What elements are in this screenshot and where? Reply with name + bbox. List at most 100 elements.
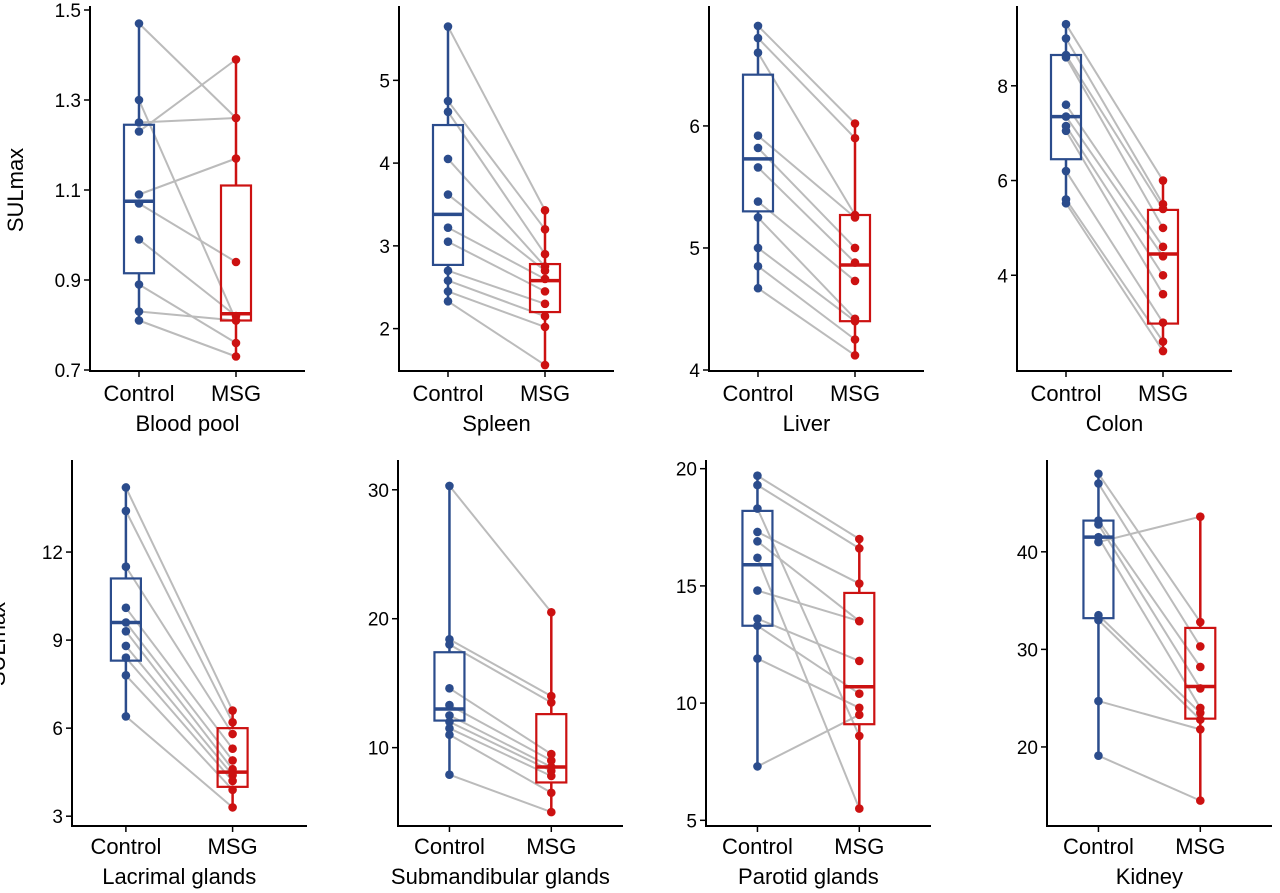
- point-msg: [547, 807, 556, 817]
- y-tick-label: 8: [997, 77, 1008, 98]
- y-tick-label: 5: [379, 71, 390, 92]
- pair-line: [125, 715, 234, 809]
- pair-line: [448, 714, 552, 768]
- point-msg: [855, 710, 864, 720]
- y-tick-label: 4: [689, 361, 700, 382]
- box-control: [431, 123, 465, 266]
- pair-line: [138, 283, 237, 344]
- pair-line: [1065, 130, 1164, 295]
- point-control: [753, 504, 762, 513]
- pair-line: [1065, 56, 1164, 229]
- point-control: [134, 190, 144, 199]
- point-control: [443, 22, 453, 31]
- point-msg: [1196, 796, 1205, 805]
- point-control: [445, 711, 454, 720]
- point-msg: [231, 154, 241, 163]
- pair-line: [138, 157, 237, 196]
- y-tick-label: 5: [689, 239, 700, 260]
- point-control: [445, 717, 454, 727]
- pair-line: [125, 645, 234, 776]
- pair-line: [449, 720, 552, 772]
- pair-line: [138, 117, 237, 124]
- category-label-msg: MSG: [526, 834, 576, 859]
- pair-line: [756, 624, 860, 695]
- point-msg: [1158, 346, 1168, 356]
- point-msg: [850, 351, 860, 360]
- point-control: [753, 21, 763, 31]
- pair-line: [1097, 523, 1202, 689]
- point-control: [753, 480, 762, 490]
- point-msg: [1196, 684, 1205, 693]
- point-control: [443, 276, 453, 285]
- pair-line: [1097, 482, 1202, 647]
- point-msg: [855, 656, 864, 666]
- pair-line: [447, 269, 546, 305]
- point-control: [753, 654, 762, 663]
- y-tick-label: 0.7: [55, 361, 81, 382]
- pair-line: [1065, 116, 1164, 257]
- y-tick-label: 30: [1017, 640, 1038, 661]
- point-msg: [231, 316, 241, 325]
- point-msg: [855, 689, 864, 699]
- pair-line: [448, 704, 552, 762]
- y-tick-label: 20: [368, 610, 389, 631]
- pair-line: [125, 510, 234, 723]
- pair-line: [756, 508, 861, 737]
- box-msg: [838, 213, 872, 323]
- point-control: [443, 287, 453, 296]
- point-control: [1094, 520, 1103, 529]
- point-msg: [540, 322, 550, 332]
- y-tick-label: 6: [52, 719, 63, 740]
- box-msg: [535, 713, 568, 784]
- point-msg: [1158, 318, 1168, 327]
- point-msg: [540, 205, 550, 215]
- panel-title: Kidney: [1116, 864, 1183, 889]
- point-msg: [231, 113, 241, 123]
- y-tick-label: 2: [379, 320, 390, 341]
- pair-line: [1098, 515, 1201, 544]
- point-msg: [540, 249, 550, 259]
- point-control: [753, 163, 763, 172]
- y-tick-label: 10: [676, 694, 697, 715]
- panel-lacrimal-glands: 3 6 9 12 Control MSG Lacrimal glands SULmax: [0, 460, 307, 889]
- pair-line: [138, 58, 237, 133]
- pair-line: [125, 674, 234, 791]
- point-control: [121, 641, 131, 651]
- pair-line: [1097, 520, 1202, 668]
- point-control: [134, 235, 144, 244]
- pair-line: [757, 25, 856, 125]
- point-control: [753, 213, 763, 222]
- pair-line: [448, 638, 552, 697]
- category-label-control: Control: [104, 381, 175, 406]
- pair-line: [1097, 619, 1201, 721]
- point-msg: [1158, 337, 1168, 346]
- point-control: [1061, 198, 1071, 208]
- point-control: [1094, 537, 1103, 547]
- point-msg: [850, 133, 860, 143]
- point-msg: [547, 756, 556, 765]
- point-msg: [228, 756, 237, 765]
- point-control: [134, 316, 144, 325]
- point-control: [1094, 469, 1103, 479]
- pair-line: [138, 99, 237, 321]
- category-label-msg: MSG: [1175, 834, 1225, 859]
- panel-liver: 4 5 6 Control MSG Liver: [689, 6, 924, 436]
- point-control: [1061, 166, 1071, 176]
- pair-line: [757, 134, 856, 219]
- panel-parotid-glands: 5 10 15 20 Control MSG Parotid glands: [676, 460, 931, 889]
- point-control: [134, 19, 144, 28]
- y-tick-label: 1.1: [55, 181, 81, 202]
- point-msg: [850, 276, 860, 286]
- pair-line: [138, 310, 237, 322]
- point-control: [445, 481, 454, 491]
- point-msg: [1196, 642, 1205, 651]
- point-msg: [855, 544, 864, 553]
- pair-line: [449, 773, 552, 814]
- point-msg: [540, 225, 550, 234]
- point-control: [1061, 112, 1071, 121]
- pair-line: [1097, 536, 1202, 709]
- category-label-msg: MSG: [834, 834, 884, 859]
- point-msg: [1196, 617, 1205, 627]
- panel-title: Colon: [1086, 411, 1143, 436]
- point-control: [121, 603, 131, 613]
